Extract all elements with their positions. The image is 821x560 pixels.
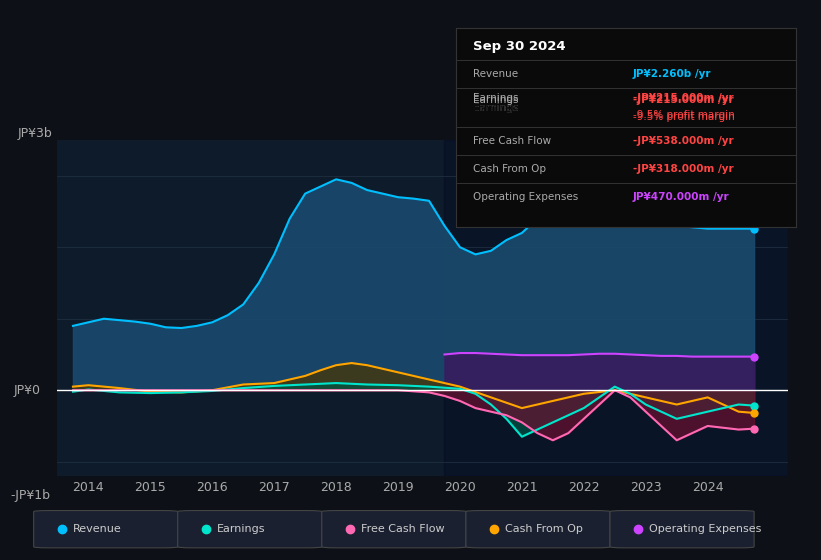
- Text: -JP¥318.000m /yr: -JP¥318.000m /yr: [633, 164, 733, 174]
- Text: Cash From Op: Cash From Op: [473, 164, 546, 174]
- Text: -9.5% profit margin: -9.5% profit margin: [633, 113, 735, 123]
- Text: Earnings: Earnings: [473, 95, 518, 105]
- Text: JP¥2.260b /yr: JP¥2.260b /yr: [633, 69, 711, 79]
- Text: -JP¥538.000m /yr: -JP¥538.000m /yr: [633, 136, 733, 146]
- FancyBboxPatch shape: [34, 511, 178, 548]
- FancyBboxPatch shape: [610, 511, 754, 548]
- Text: Cash From Op: Cash From Op: [505, 524, 583, 534]
- Text: Earnings: Earnings: [473, 102, 518, 113]
- Text: Free Cash Flow: Free Cash Flow: [473, 136, 551, 146]
- Text: -JP¥1b: -JP¥1b: [10, 489, 50, 502]
- Text: Revenue: Revenue: [473, 69, 518, 79]
- Text: JP¥0: JP¥0: [14, 384, 40, 397]
- Text: Earnings: Earnings: [217, 524, 265, 534]
- Text: -JP¥215.000m /yr: -JP¥215.000m /yr: [633, 95, 733, 105]
- Bar: [444, 140, 788, 476]
- Text: JP¥470.000m /yr: JP¥470.000m /yr: [633, 192, 729, 202]
- Text: Operating Expenses: Operating Expenses: [649, 524, 762, 534]
- Text: Operating Expenses: Operating Expenses: [473, 192, 578, 202]
- Text: -9.5% profit margin: -9.5% profit margin: [633, 110, 735, 120]
- Text: -JP¥215.000m /yr: -JP¥215.000m /yr: [633, 92, 733, 102]
- Text: Free Cash Flow: Free Cash Flow: [361, 524, 445, 534]
- Text: Earnings: Earnings: [473, 102, 518, 113]
- FancyBboxPatch shape: [322, 511, 466, 548]
- FancyBboxPatch shape: [178, 511, 322, 548]
- Text: Earnings: Earnings: [473, 92, 518, 102]
- Text: Sep 30 2024: Sep 30 2024: [473, 40, 566, 53]
- Text: JP¥3b: JP¥3b: [17, 127, 52, 139]
- FancyBboxPatch shape: [466, 511, 610, 548]
- Text: Revenue: Revenue: [73, 524, 122, 534]
